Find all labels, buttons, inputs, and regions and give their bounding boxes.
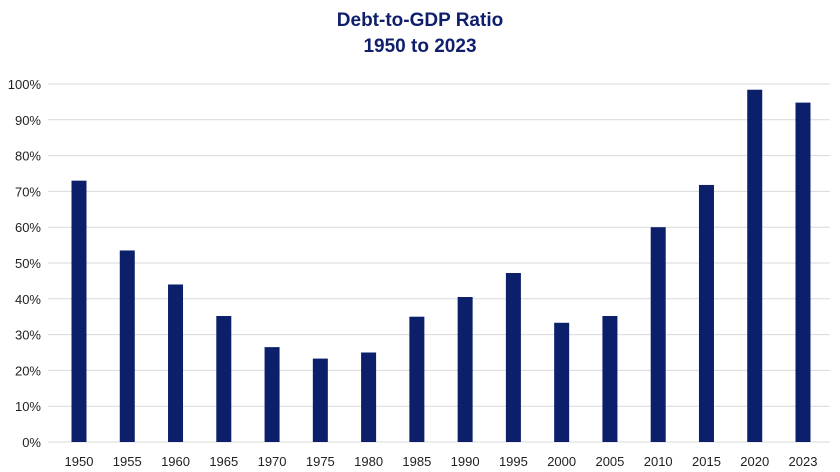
y-tick-label: 30% (15, 328, 41, 343)
x-tick-label: 1950 (65, 454, 94, 469)
bar-1970 (264, 347, 280, 442)
x-tick-label: 1990 (451, 454, 480, 469)
bar-2000 (554, 322, 570, 442)
y-tick-label: 60% (15, 220, 41, 235)
bar-2005 (602, 315, 618, 442)
y-tick-label: 100% (8, 77, 42, 92)
x-axis-ticks: 1950 1955 1960 1965 1970 1975 1980 1985 1990 1995… (65, 454, 818, 469)
chart-title: Debt-to-GDP Ratio (336, 10, 504, 31)
y-tick-label: 50% (15, 256, 41, 271)
x-tick-label: 2005 (595, 454, 624, 469)
y-tick-label: 40% (15, 292, 41, 307)
x-tick-label: 2000 (547, 454, 576, 469)
bar-1980 (361, 352, 377, 442)
chart-subtitle: 1950 to 2023 (363, 36, 477, 57)
x-tick-label: 1970 (258, 454, 287, 469)
x-tick-label: 1965 (209, 454, 238, 469)
x-tick-label: 1955 (113, 454, 142, 469)
bar-2023 (795, 102, 811, 442)
bar-1955 (119, 250, 135, 442)
bar-1990 (457, 297, 473, 442)
bars (71, 89, 811, 442)
x-tick-label: 2015 (692, 454, 721, 469)
x-tick-label: 1985 (402, 454, 431, 469)
bar-1965 (216, 315, 232, 442)
y-tick-label: 80% (15, 149, 41, 164)
y-tick-label: 20% (15, 363, 41, 378)
bar-1960 (168, 284, 184, 442)
x-tick-label: 1960 (161, 454, 190, 469)
bar-2020 (747, 89, 763, 442)
x-tick-label: 2010 (644, 454, 673, 469)
x-tick-label: 1975 (306, 454, 335, 469)
bar-1950 (71, 180, 87, 442)
bar-1975 (312, 358, 328, 442)
x-tick-label: 2020 (740, 454, 769, 469)
bar-2015 (698, 184, 714, 442)
x-tick-label: 1980 (354, 454, 383, 469)
y-axis-ticks: 0% 10% 20% 30% 40% 50% 60% 70% 80% 90% 100% (8, 77, 42, 450)
y-tick-label: 90% (15, 113, 41, 128)
x-tick-label: 1995 (499, 454, 528, 469)
y-tick-label: 70% (15, 184, 41, 199)
y-tick-label: 10% (15, 399, 41, 414)
bar-1985 (409, 316, 425, 442)
y-tick-label: 0% (22, 435, 41, 450)
bar-2010 (650, 227, 666, 442)
bar-1995 (505, 273, 521, 442)
x-tick-label: 2023 (789, 454, 818, 469)
